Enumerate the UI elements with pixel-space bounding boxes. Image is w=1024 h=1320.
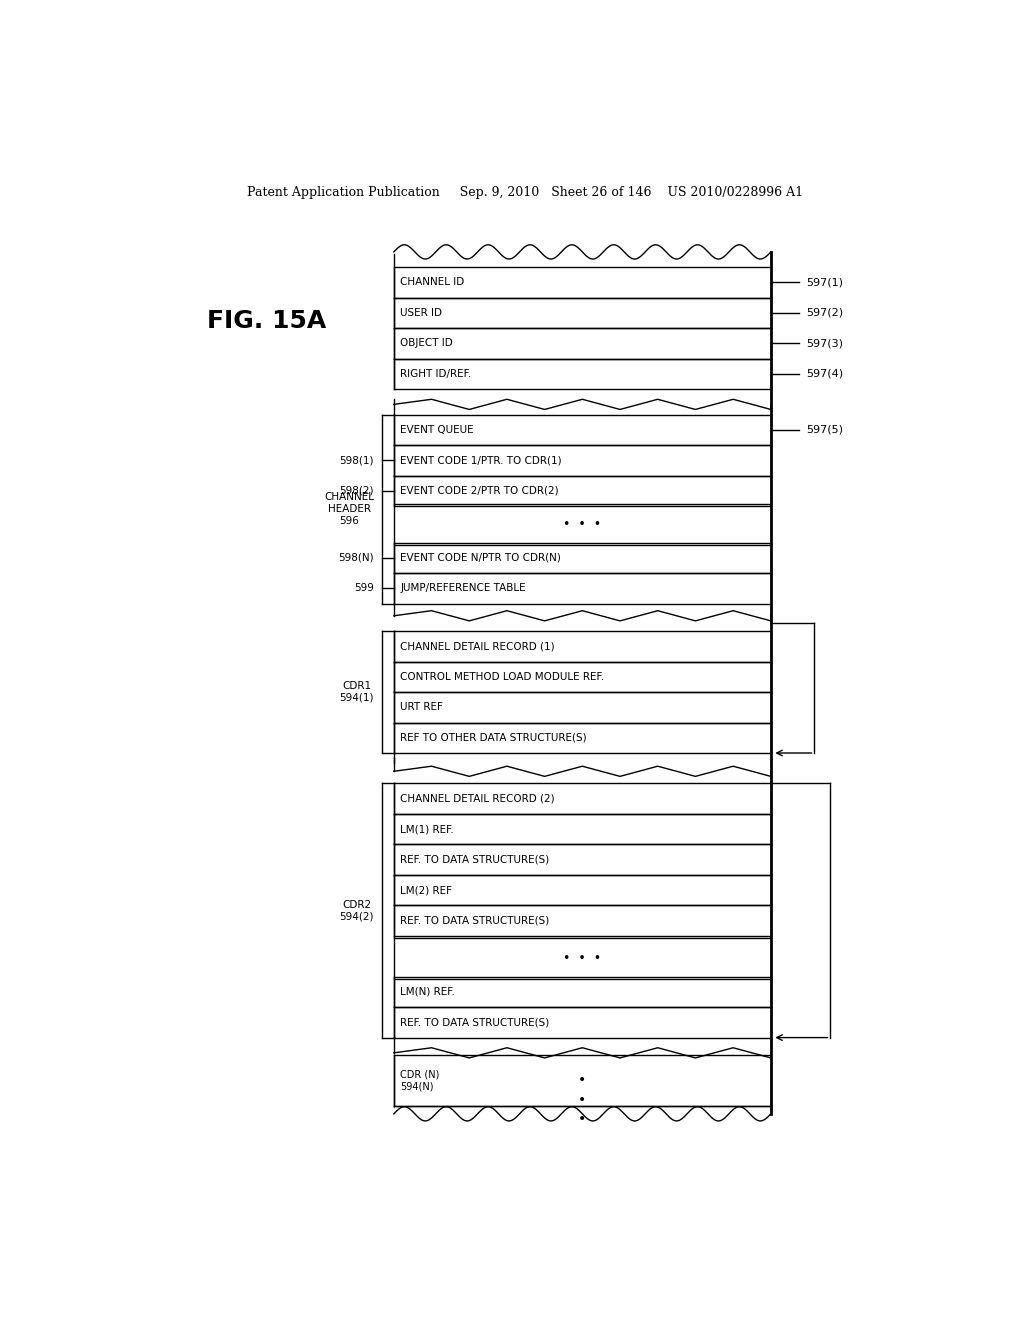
Text: •  •  •: • • • (563, 517, 601, 531)
Text: 599: 599 (354, 583, 374, 593)
Text: 597(2): 597(2) (807, 308, 844, 318)
Text: CONTROL METHOD LOAD MODULE REF.: CONTROL METHOD LOAD MODULE REF. (400, 672, 604, 681)
Text: EVENT CODE 2/PTR TO CDR(2): EVENT CODE 2/PTR TO CDR(2) (400, 486, 559, 496)
Text: CHANNEL DETAIL RECORD (1): CHANNEL DETAIL RECORD (1) (400, 642, 555, 651)
Text: CDR1
594(1): CDR1 594(1) (340, 681, 374, 702)
Text: LM(2) REF: LM(2) REF (400, 886, 453, 895)
Text: URT REF: URT REF (400, 702, 443, 713)
Text: REF. TO DATA STRUCTURE(S): REF. TO DATA STRUCTURE(S) (400, 855, 550, 865)
Text: FIG. 15A: FIG. 15A (207, 309, 327, 333)
Text: CHANNEL
HEADER
596: CHANNEL HEADER 596 (324, 492, 374, 525)
Text: CDR2
594(2): CDR2 594(2) (340, 900, 374, 921)
Text: LM(N) REF.: LM(N) REF. (400, 987, 455, 997)
Text: EVENT CODE 1/PTR. TO CDR(1): EVENT CODE 1/PTR. TO CDR(1) (400, 455, 562, 465)
Text: Patent Application Publication     Sep. 9, 2010   Sheet 26 of 146    US 2010/022: Patent Application Publication Sep. 9, 2… (247, 186, 803, 199)
Text: USER ID: USER ID (400, 308, 442, 318)
Text: JUMP/REFERENCE TABLE: JUMP/REFERENCE TABLE (400, 583, 526, 593)
Text: EVENT QUEUE: EVENT QUEUE (400, 425, 474, 434)
Text: 597(5): 597(5) (807, 425, 844, 434)
Text: CHANNEL ID: CHANNEL ID (400, 277, 465, 288)
Text: LM(1) REF.: LM(1) REF. (400, 824, 454, 834)
Text: RIGHT ID/REF.: RIGHT ID/REF. (400, 368, 471, 379)
Text: •
•
•: • • • (579, 1073, 587, 1126)
Text: 597(3): 597(3) (807, 338, 844, 348)
Text: 597(1): 597(1) (807, 277, 844, 288)
Text: •  •  •: • • • (563, 952, 601, 965)
Text: 598(N): 598(N) (338, 553, 374, 562)
Text: OBJECT ID: OBJECT ID (400, 338, 453, 348)
Text: CDR (N)
594(N): CDR (N) 594(N) (400, 1069, 439, 1092)
Text: REF. TO DATA STRUCTURE(S): REF. TO DATA STRUCTURE(S) (400, 916, 550, 925)
Text: 597(4): 597(4) (807, 368, 844, 379)
Text: 598(1): 598(1) (340, 455, 374, 465)
Text: REF TO OTHER DATA STRUCTURE(S): REF TO OTHER DATA STRUCTURE(S) (400, 733, 587, 743)
Text: 598(2): 598(2) (340, 486, 374, 496)
Text: REF. TO DATA STRUCTURE(S): REF. TO DATA STRUCTURE(S) (400, 1018, 550, 1027)
Text: EVENT CODE N/PTR TO CDR(N): EVENT CODE N/PTR TO CDR(N) (400, 553, 561, 562)
Text: CHANNEL DETAIL RECORD (2): CHANNEL DETAIL RECORD (2) (400, 793, 555, 804)
